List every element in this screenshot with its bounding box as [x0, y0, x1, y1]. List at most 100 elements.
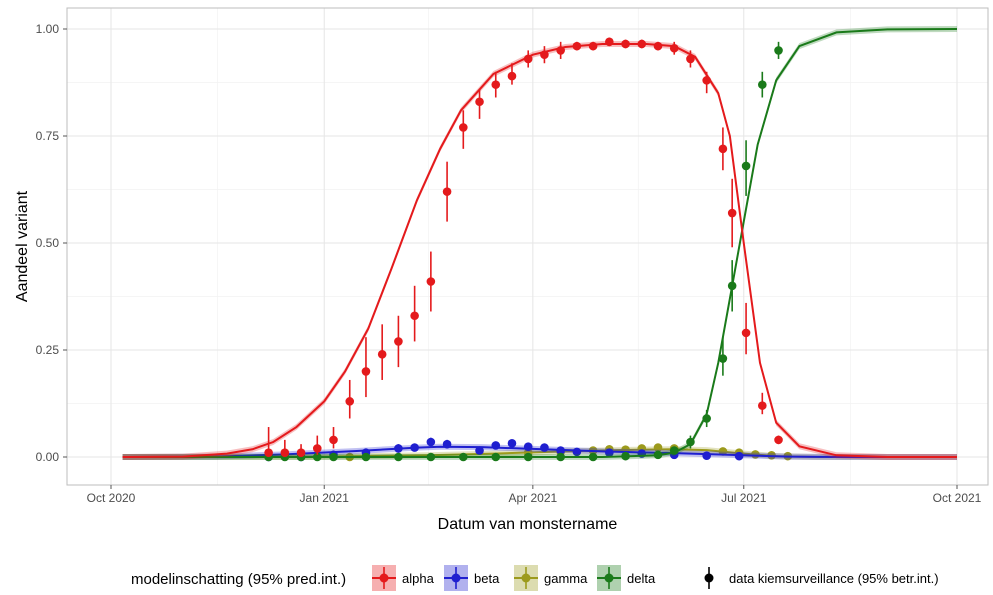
legend-label-alpha: alpha — [402, 571, 435, 586]
beta-model-line — [122, 445, 957, 458]
beta-data-point — [572, 447, 582, 457]
alpha-data-point — [377, 349, 387, 359]
legend-item-beta: beta — [444, 565, 500, 591]
beta-data-point — [394, 444, 403, 453]
beta-data-point — [507, 439, 517, 448]
delta-data-point — [312, 452, 322, 462]
alpha-data-point — [361, 367, 371, 376]
major-gridlines — [67, 8, 988, 485]
delta-data-point — [727, 281, 737, 291]
y-axis-title: Aandeel variant — [14, 190, 31, 302]
beta-data-point — [426, 437, 436, 447]
delta-data-point — [426, 452, 436, 462]
gamma-data-point — [653, 443, 663, 452]
alpha-data-point — [702, 76, 711, 85]
x-tick-label: Oct 2020 — [87, 491, 136, 505]
delta-data-point — [741, 161, 751, 171]
alpha-data-point — [312, 444, 322, 453]
x-tick-label: Oct 2021 — [933, 491, 982, 505]
delta-data-point — [718, 354, 728, 363]
legend-point-delta — [604, 573, 614, 583]
minor-gridlines — [67, 8, 988, 485]
series-layer — [122, 26, 958, 462]
alpha-data-point — [621, 39, 630, 49]
y-axis-ticks: 0.00 0.25 0.50 0.75 1.00 — [36, 22, 67, 464]
alpha-data-point — [741, 328, 751, 338]
beta-data-point — [556, 446, 565, 455]
legend-point-gamma — [521, 573, 531, 583]
legend-data-point — [704, 573, 714, 583]
delta-data-point — [774, 46, 783, 55]
alpha-data-point — [774, 435, 783, 445]
y-tick-label: 0.75 — [36, 129, 60, 143]
legend-item-gamma: gamma — [514, 565, 588, 591]
delta-data-point — [758, 80, 767, 89]
alpha-data-point — [264, 448, 273, 458]
delta-data-point — [556, 452, 565, 462]
alpha-data-point — [572, 41, 582, 51]
alpha-data-point — [605, 37, 614, 47]
alpha-data-point — [475, 97, 484, 107]
series-delta — [122, 26, 958, 462]
alpha-data-point — [426, 277, 436, 286]
alpha-data-point — [588, 41, 598, 51]
y-tick-label: 0.25 — [36, 343, 60, 357]
alpha-data-point — [727, 208, 737, 218]
beta-data-point — [410, 443, 419, 452]
delta-data-point — [621, 451, 630, 461]
alpha-data-point — [280, 448, 290, 458]
alpha-data-point — [394, 337, 403, 346]
delta-data-point — [588, 452, 598, 462]
legend-data-label: data kiemsurveillance (95% betr.int.) — [729, 571, 939, 586]
y-tick-label: 0.00 — [36, 450, 60, 464]
alpha-data-point — [540, 50, 549, 59]
x-tick-label: Jul 2021 — [721, 491, 767, 505]
legend-title: modelinschatting (95% pred.int.) — [131, 571, 346, 588]
x-axis-ticks: Oct 2020 Jan 2021 Apr 2021 Jul 2021 Oct 2021 — [87, 485, 982, 505]
beta-data-point — [491, 441, 501, 450]
alpha-data-point — [758, 401, 767, 410]
legend-point-beta — [451, 573, 461, 583]
legend-label-gamma: gamma — [544, 571, 588, 586]
x-tick-label: Apr 2021 — [508, 491, 557, 505]
delta-data-point — [523, 452, 533, 462]
delta-data-point — [394, 452, 403, 462]
plot-panel-border — [66, 7, 989, 486]
delta-data-point — [702, 414, 711, 423]
alpha-data-point — [345, 397, 355, 406]
beta-data-point — [475, 446, 484, 455]
legend-label-delta: delta — [627, 571, 656, 586]
alpha-model-line — [122, 42, 957, 458]
beta-data-point — [523, 442, 533, 452]
alpha-data-point — [507, 71, 517, 81]
y-tick-label: 1.00 — [36, 22, 60, 36]
delta-data-point — [329, 452, 338, 462]
alpha-data-point — [523, 54, 533, 64]
delta-data-point — [361, 452, 371, 462]
legend-data-key — [704, 567, 714, 589]
legend-point-alpha — [379, 573, 389, 583]
legend-item-delta: delta — [597, 565, 656, 591]
alpha-data-point — [296, 448, 306, 458]
alpha-data-point — [669, 43, 679, 53]
legend: modelinschatting (95% pred.int.) alpha be… — [131, 565, 939, 591]
delta-data-point — [459, 452, 468, 462]
alpha-prediction-band — [122, 40, 957, 460]
alpha-data-point — [556, 46, 565, 55]
alpha-data-point — [718, 144, 728, 154]
alpha-data-point — [491, 80, 501, 89]
y-tick-label: 0.50 — [36, 236, 60, 250]
delta-data-point — [686, 437, 695, 447]
legend-item-alpha: alpha — [372, 565, 435, 591]
alpha-data-point — [459, 123, 468, 132]
alpha-data-point — [329, 435, 338, 445]
x-axis-title: Datum van monstername — [438, 516, 618, 533]
beta-data-point — [442, 439, 452, 449]
beta-data-point — [540, 443, 549, 452]
alpha-data-point — [442, 187, 452, 196]
delta-model-line — [122, 28, 958, 458]
beta-data-point — [702, 451, 711, 461]
legend-label-beta: beta — [474, 571, 500, 586]
